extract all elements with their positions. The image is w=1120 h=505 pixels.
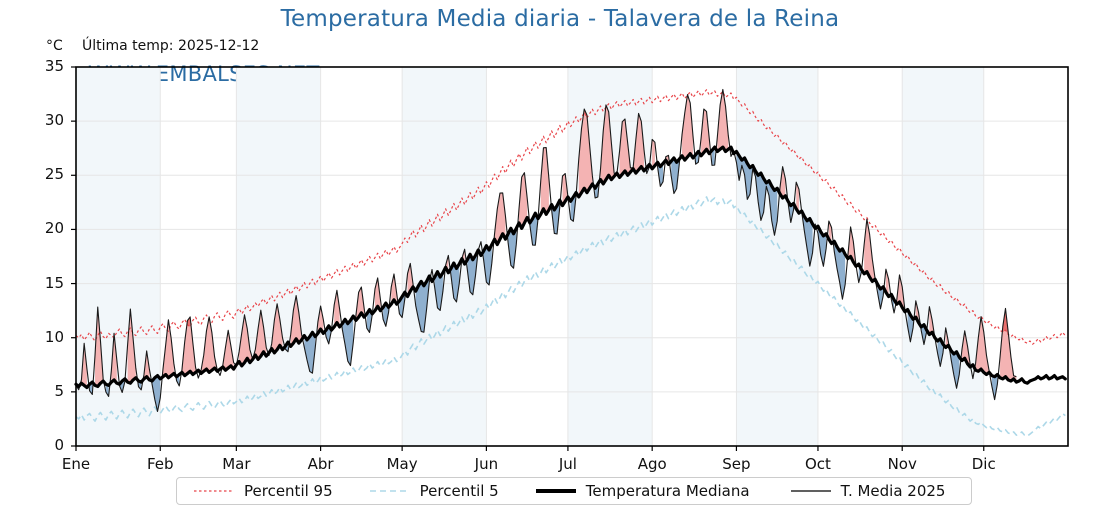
fill-above-p95 (187, 316, 191, 327)
y-axis-tick-label: 0 (54, 436, 64, 454)
y-axis-tick-label: 20 (44, 219, 64, 238)
chart-legend: Percentil 95 Percentil 5 Temperatura Med… (176, 477, 972, 505)
x-axis-tick-label: Jun (474, 455, 499, 473)
x-axis-tick-label: Ene (61, 455, 91, 473)
month-band (76, 67, 161, 446)
month-band (236, 67, 321, 446)
fill-above-median (494, 192, 506, 245)
fill-below-median (788, 201, 794, 223)
fill-below-median (304, 332, 316, 374)
y-axis-tick-label: 35 (44, 57, 64, 75)
fill-above-median (796, 182, 799, 214)
fill-below-median (415, 275, 430, 333)
series-line-percentil-5 (75, 196, 1066, 438)
fill-above-median (864, 219, 876, 282)
month-band (736, 67, 818, 446)
legend-swatch-t-media-2025 (790, 490, 831, 492)
fill-below-median (342, 316, 354, 366)
fill-above-median (290, 295, 302, 347)
fill-above-median (201, 316, 218, 374)
fill-above-median (222, 330, 234, 371)
fill-above-median (652, 139, 655, 169)
last-temp-label: Última temp: 2025-12-12 (82, 38, 260, 54)
legend-swatch-percentil-95 (194, 490, 234, 492)
x-axis-tick-label: Jul (558, 455, 577, 473)
x-axis-tick-label: Feb (146, 455, 174, 473)
legend-item-percentil-5: Percentil 5 (355, 482, 499, 500)
fill-below-median (951, 350, 960, 389)
legend-item-percentil-95: Percentil 95 (179, 482, 333, 500)
fill-above-median (578, 109, 593, 197)
month-band (902, 67, 984, 446)
fill-below-median (877, 284, 884, 309)
x-axis-tick-label: Mar (222, 455, 251, 473)
fill-below-median (834, 241, 846, 300)
fill-above-median (975, 316, 990, 375)
fill-above-median (1000, 308, 1017, 383)
legend-swatch-temperatura-mediana (535, 489, 576, 493)
series-line-temperatura-mediana (74, 145, 1067, 390)
fill-below-median (736, 151, 778, 236)
fill-below-median (383, 303, 389, 327)
y-axis-unit-label: °C (46, 38, 63, 54)
fill-above-median (682, 94, 693, 161)
y-axis-tick-label: 5 (54, 381, 64, 400)
fill-above-median (162, 319, 174, 378)
legend-swatch-percentil-5 (369, 490, 410, 492)
y-axis-tick-label: 15 (44, 273, 64, 292)
x-axis-tick-label: Sep (722, 455, 751, 473)
fill-above-median (885, 269, 889, 297)
x-axis-tick-label: May (386, 455, 418, 473)
series-line-t-media-2025 (75, 88, 1017, 412)
legend-item-temperatura-mediana: Temperatura Mediana (521, 482, 750, 500)
fill-above-median (111, 333, 117, 384)
fill-above-median (127, 309, 136, 384)
legend-label-percentil-5: Percentil 5 (419, 482, 499, 500)
page-title: Temperatura Media diaria - Talavera de l… (280, 6, 840, 32)
y-axis-tick-label: 25 (44, 165, 64, 184)
x-axis-tick-label: Oct (804, 455, 831, 473)
fill-above-median (81, 343, 87, 388)
x-axis-tick-label: Abr (307, 455, 334, 473)
legend-label-t-media-2025: T. Media 2025 (840, 482, 946, 500)
legend-label-percentil-95: Percentil 95 (244, 482, 333, 500)
y-axis-tick-label: 30 (44, 111, 64, 130)
fill-below-median (671, 157, 680, 194)
fill-below-median (801, 211, 813, 267)
fill-above-p95 (1002, 308, 1009, 335)
fill-below-median (399, 292, 405, 318)
plot-frame (75, 66, 1069, 447)
series-line-percentil-95 (75, 89, 1066, 345)
fill-above-median (374, 277, 381, 311)
fill-above-median (271, 303, 283, 353)
y-axis-tick-label: 10 (44, 327, 64, 346)
fill-above-median (540, 147, 549, 215)
fill-above-median (143, 350, 150, 380)
fill-below-median (657, 162, 664, 187)
x-axis-tick-label: Dic (971, 455, 996, 473)
fill-below-median (152, 375, 161, 412)
fill-below-median (366, 309, 373, 333)
legend-item-t-media-2025: T. Media 2025 (776, 482, 946, 500)
fill-below-median (467, 250, 479, 295)
x-axis-tick-label: Ago (637, 455, 667, 473)
fill-below-median (105, 384, 109, 397)
legend-label-temperatura-mediana: Temperatura Mediana (585, 482, 750, 500)
fill-below-median (991, 374, 998, 400)
x-axis-tick-label: Nov (887, 455, 917, 473)
fill-above-median (181, 316, 196, 376)
